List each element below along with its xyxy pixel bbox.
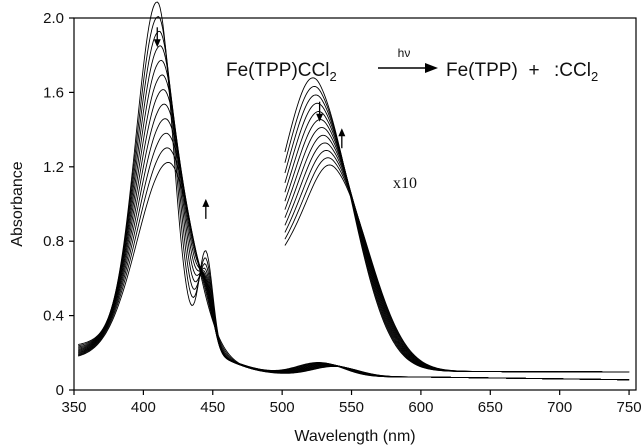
increase-arrow — [202, 198, 210, 207]
x-axis-label: Wavelength (nm) — [294, 428, 415, 445]
product-2-subscript: 2 — [591, 69, 598, 84]
q-band-x10-line — [284, 164, 630, 373]
spectrum-line — [78, 16, 630, 381]
decrease-arrow — [153, 39, 161, 48]
x-tick-label: 550 — [339, 399, 364, 416]
spectra-curves — [78, 1, 630, 381]
spectrum-line — [78, 118, 630, 381]
svg-text:Fe(TPP)CCl2: Fe(TPP)CCl2 — [226, 60, 337, 84]
arrow-label: hν — [398, 46, 411, 60]
spectrum-line — [78, 103, 630, 381]
q-band-x10-line — [284, 149, 630, 373]
decrease-arrow — [316, 113, 324, 122]
q-band-x10-line — [284, 119, 630, 373]
q-band-x10-line — [284, 134, 630, 373]
product-1: Fe(TPP) — [446, 60, 518, 81]
y-tick-label: 0.8 — [43, 233, 64, 250]
axis-ticks: 350 400 450 500 550 600 650 700 750 0 0.4 0.8 1.2 1.6… — [43, 10, 641, 416]
x-tick-label: 600 — [408, 399, 433, 416]
spectrum-line — [78, 89, 630, 381]
product-2: :CCl — [554, 60, 591, 81]
reactant: Fe(TPP)CCl — [226, 60, 329, 81]
increase-arrow — [338, 128, 346, 137]
q-band-x10-line — [284, 85, 630, 373]
y-tick-label: 0 — [56, 382, 64, 399]
x-tick-label: 500 — [270, 399, 295, 416]
q-band-x10-line — [284, 157, 630, 373]
x-tick-label: 650 — [478, 399, 503, 416]
y-tick-label: 0.4 — [43, 308, 64, 325]
y-tick-label: 1.6 — [43, 84, 64, 101]
plus-sign: + — [528, 60, 539, 81]
q-band-x10-line — [284, 142, 630, 373]
spectrum-line — [78, 161, 630, 381]
scale-note: x10 — [393, 175, 417, 192]
y-tick-label: 1.2 — [43, 159, 64, 176]
spectral-change-arrows — [153, 27, 346, 219]
svg-text::CCl2: :CCl2 — [554, 60, 598, 84]
spectrum-line — [78, 1, 630, 381]
spectrum-line — [78, 74, 630, 381]
reaction-equation: Fe(TPP)CCl2 hν Fe(TPP) + :CCl2 — [226, 46, 598, 84]
spectrum-line — [78, 132, 630, 381]
svg-text:Fe(TPP): Fe(TPP) — [446, 60, 518, 81]
q-band-x10-line — [284, 77, 630, 373]
x-tick-label: 450 — [200, 399, 225, 416]
plot-frame — [73, 17, 637, 391]
y-tick-label: 2.0 — [43, 10, 64, 27]
spectrum-line — [78, 147, 630, 381]
x-tick-label: 350 — [61, 399, 86, 416]
q-band-x10-line — [284, 111, 630, 373]
y-axis-label: Absorbance — [9, 161, 26, 246]
x-tick-label: 700 — [547, 399, 572, 416]
x-tick-label: 400 — [131, 399, 156, 416]
spectrum-line — [78, 59, 630, 381]
reactant-subscript: 2 — [329, 69, 336, 84]
x-tick-label: 750 — [617, 399, 642, 416]
